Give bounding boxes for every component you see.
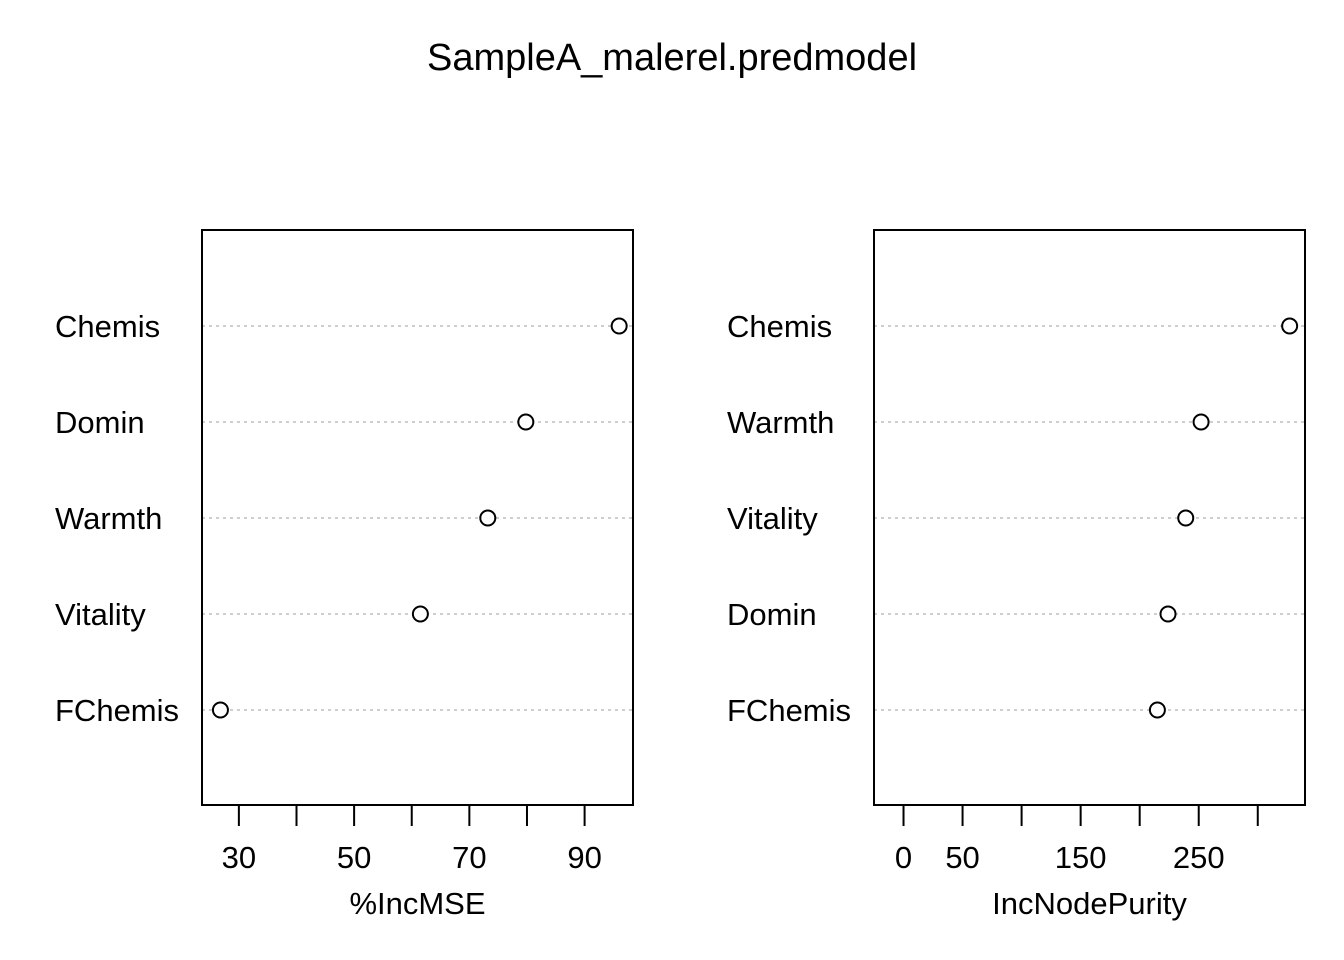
x-axis: 30 50 70 90 <box>222 804 602 875</box>
category-label: FChemis <box>727 693 851 728</box>
tick-label: 150 <box>1055 840 1107 875</box>
x-axis-title: IncNodePurity <box>992 886 1187 921</box>
tick-label: 70 <box>452 840 486 875</box>
data-point <box>411 605 429 623</box>
data-point <box>1148 701 1166 719</box>
data-point <box>479 509 497 527</box>
data-point <box>211 701 229 719</box>
x-axis-title: %IncMSE <box>349 886 485 921</box>
grid-lines <box>874 325 1305 711</box>
panel-incnodepurity: Chemis Warmth Vitality Domin FChemis 0 50 150 2… <box>727 229 1306 921</box>
category-label: Warmth <box>727 405 834 440</box>
data-point <box>610 317 628 335</box>
data-points <box>1148 317 1299 719</box>
data-point <box>1159 605 1177 623</box>
category-labels: Chemis Domin Warmth Vitality FChemis <box>55 309 179 728</box>
data-points <box>211 317 628 719</box>
category-label: Domin <box>55 405 145 440</box>
tick-label: 50 <box>337 840 371 875</box>
data-point <box>1192 413 1210 431</box>
x-axis: 0 50 150 250 <box>895 804 1259 875</box>
category-labels: Chemis Warmth Vitality Domin FChemis <box>727 309 851 728</box>
chart-title: SampleA_malerel.predmodel <box>427 37 917 79</box>
panel-incmse: Chemis Domin Warmth Vitality FChemis 30 50 70 9… <box>55 229 634 921</box>
data-point <box>1281 317 1299 335</box>
data-point <box>517 413 535 431</box>
category-label: Vitality <box>727 501 818 536</box>
category-label: Domin <box>727 597 817 632</box>
category-label: Warmth <box>55 501 162 536</box>
category-label: Chemis <box>55 309 160 344</box>
tick-label: 30 <box>222 840 256 875</box>
tick-label: 250 <box>1173 840 1225 875</box>
tick-label: 50 <box>945 840 979 875</box>
tick-label: 90 <box>567 840 601 875</box>
grid-lines <box>202 325 633 711</box>
category-label: Chemis <box>727 309 832 344</box>
category-label: Vitality <box>55 597 146 632</box>
tick-label: 0 <box>895 840 912 875</box>
category-label: FChemis <box>55 693 179 728</box>
data-point <box>1177 509 1195 527</box>
